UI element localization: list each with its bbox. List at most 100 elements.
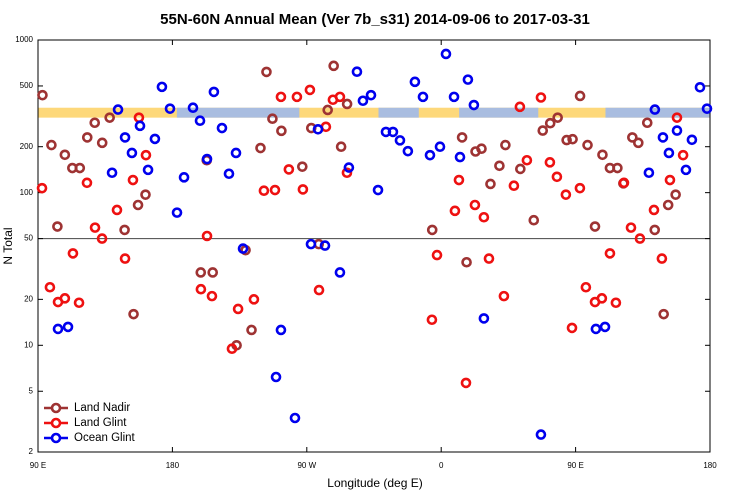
x-tick-label: 90 E <box>30 461 46 470</box>
data-point <box>246 324 257 336</box>
data-point <box>270 371 282 383</box>
data-point <box>195 267 207 278</box>
data-point <box>134 120 146 132</box>
data-point <box>580 281 592 293</box>
data-point <box>610 297 622 309</box>
data-point <box>89 117 101 129</box>
data-point <box>453 174 465 186</box>
data-point <box>485 178 496 190</box>
y-tick-label: 500 <box>20 81 34 90</box>
x-tick-label: 180 <box>166 461 180 470</box>
data-point <box>201 153 213 165</box>
data-point <box>634 233 646 244</box>
data-point <box>275 324 287 336</box>
data-point <box>671 112 683 123</box>
data-point <box>276 125 287 137</box>
data-point <box>128 308 139 320</box>
data-point <box>267 113 278 125</box>
y-tick-label: 200 <box>20 142 34 151</box>
data-point <box>194 115 206 127</box>
data-point <box>597 149 608 161</box>
data-point <box>394 135 406 146</box>
data-point <box>677 149 689 161</box>
data-point <box>680 164 692 176</box>
data-point <box>334 91 346 103</box>
data-point <box>426 314 438 326</box>
data-point <box>208 86 220 98</box>
data-point <box>561 134 572 146</box>
data-point <box>59 149 71 161</box>
data-point <box>269 184 281 196</box>
data-point <box>255 142 266 154</box>
data-point <box>431 249 443 261</box>
data-point <box>62 321 74 333</box>
data-point <box>37 89 48 101</box>
data-point <box>574 90 586 102</box>
data-point <box>426 224 438 236</box>
data-point <box>297 184 309 195</box>
data-point <box>434 141 446 152</box>
y-axis-label: N Total <box>1 227 15 264</box>
data-point <box>456 132 468 143</box>
data-point <box>670 189 681 200</box>
data-point <box>372 184 384 196</box>
data-point <box>36 182 48 194</box>
data-point <box>454 151 466 163</box>
data-point <box>500 139 511 151</box>
data-point <box>237 243 249 254</box>
data-point <box>119 253 131 264</box>
y-tick-label: 5 <box>29 386 34 395</box>
data-point <box>104 112 115 123</box>
plot-frame <box>37 39 711 453</box>
data-point <box>119 224 130 236</box>
data-point <box>319 240 331 251</box>
data-point <box>201 230 213 242</box>
data-point <box>230 147 242 159</box>
legend-marker <box>50 417 62 429</box>
data-point <box>142 164 154 176</box>
data-point <box>59 293 71 304</box>
data-point <box>305 238 317 250</box>
legend-label: Land Nadir <box>74 402 130 414</box>
data-point <box>537 125 549 136</box>
data-point <box>596 293 608 304</box>
data-point <box>291 91 303 103</box>
data-point <box>206 290 218 302</box>
data-point <box>641 117 653 129</box>
data-point <box>261 66 272 78</box>
data-point <box>552 112 563 123</box>
data-point <box>656 253 668 264</box>
data-point <box>207 267 219 278</box>
data-point <box>514 101 526 113</box>
data-point <box>468 99 480 111</box>
data-point <box>462 74 474 85</box>
data-point <box>343 162 355 173</box>
chart-title: 55N-60N Annual Mean (Ver 7b_s31) 2014-09… <box>160 11 590 28</box>
data-point <box>599 321 611 333</box>
data-point <box>112 104 124 115</box>
data-point <box>402 145 414 157</box>
data-point <box>164 103 176 114</box>
data-point <box>657 132 669 143</box>
y-tick-label: 1000 <box>15 35 33 44</box>
data-point <box>701 103 713 114</box>
data-point <box>478 313 490 324</box>
data-point <box>304 84 316 96</box>
x-axis-label: Longitude (deg E) <box>327 476 422 490</box>
data-point <box>275 91 287 103</box>
data-point <box>46 139 57 151</box>
data-point <box>544 117 556 129</box>
data-point <box>483 253 495 264</box>
data-point <box>351 66 363 77</box>
y-tick-label: 100 <box>20 188 34 197</box>
data-point <box>111 204 123 216</box>
data-point <box>627 132 638 143</box>
data-point <box>476 143 487 155</box>
legend-marker <box>50 432 62 444</box>
data-point <box>508 180 520 192</box>
data-point <box>618 177 630 189</box>
data-point <box>52 221 63 232</box>
data-point <box>528 214 540 226</box>
data-point <box>498 290 510 302</box>
data-point <box>132 199 144 211</box>
